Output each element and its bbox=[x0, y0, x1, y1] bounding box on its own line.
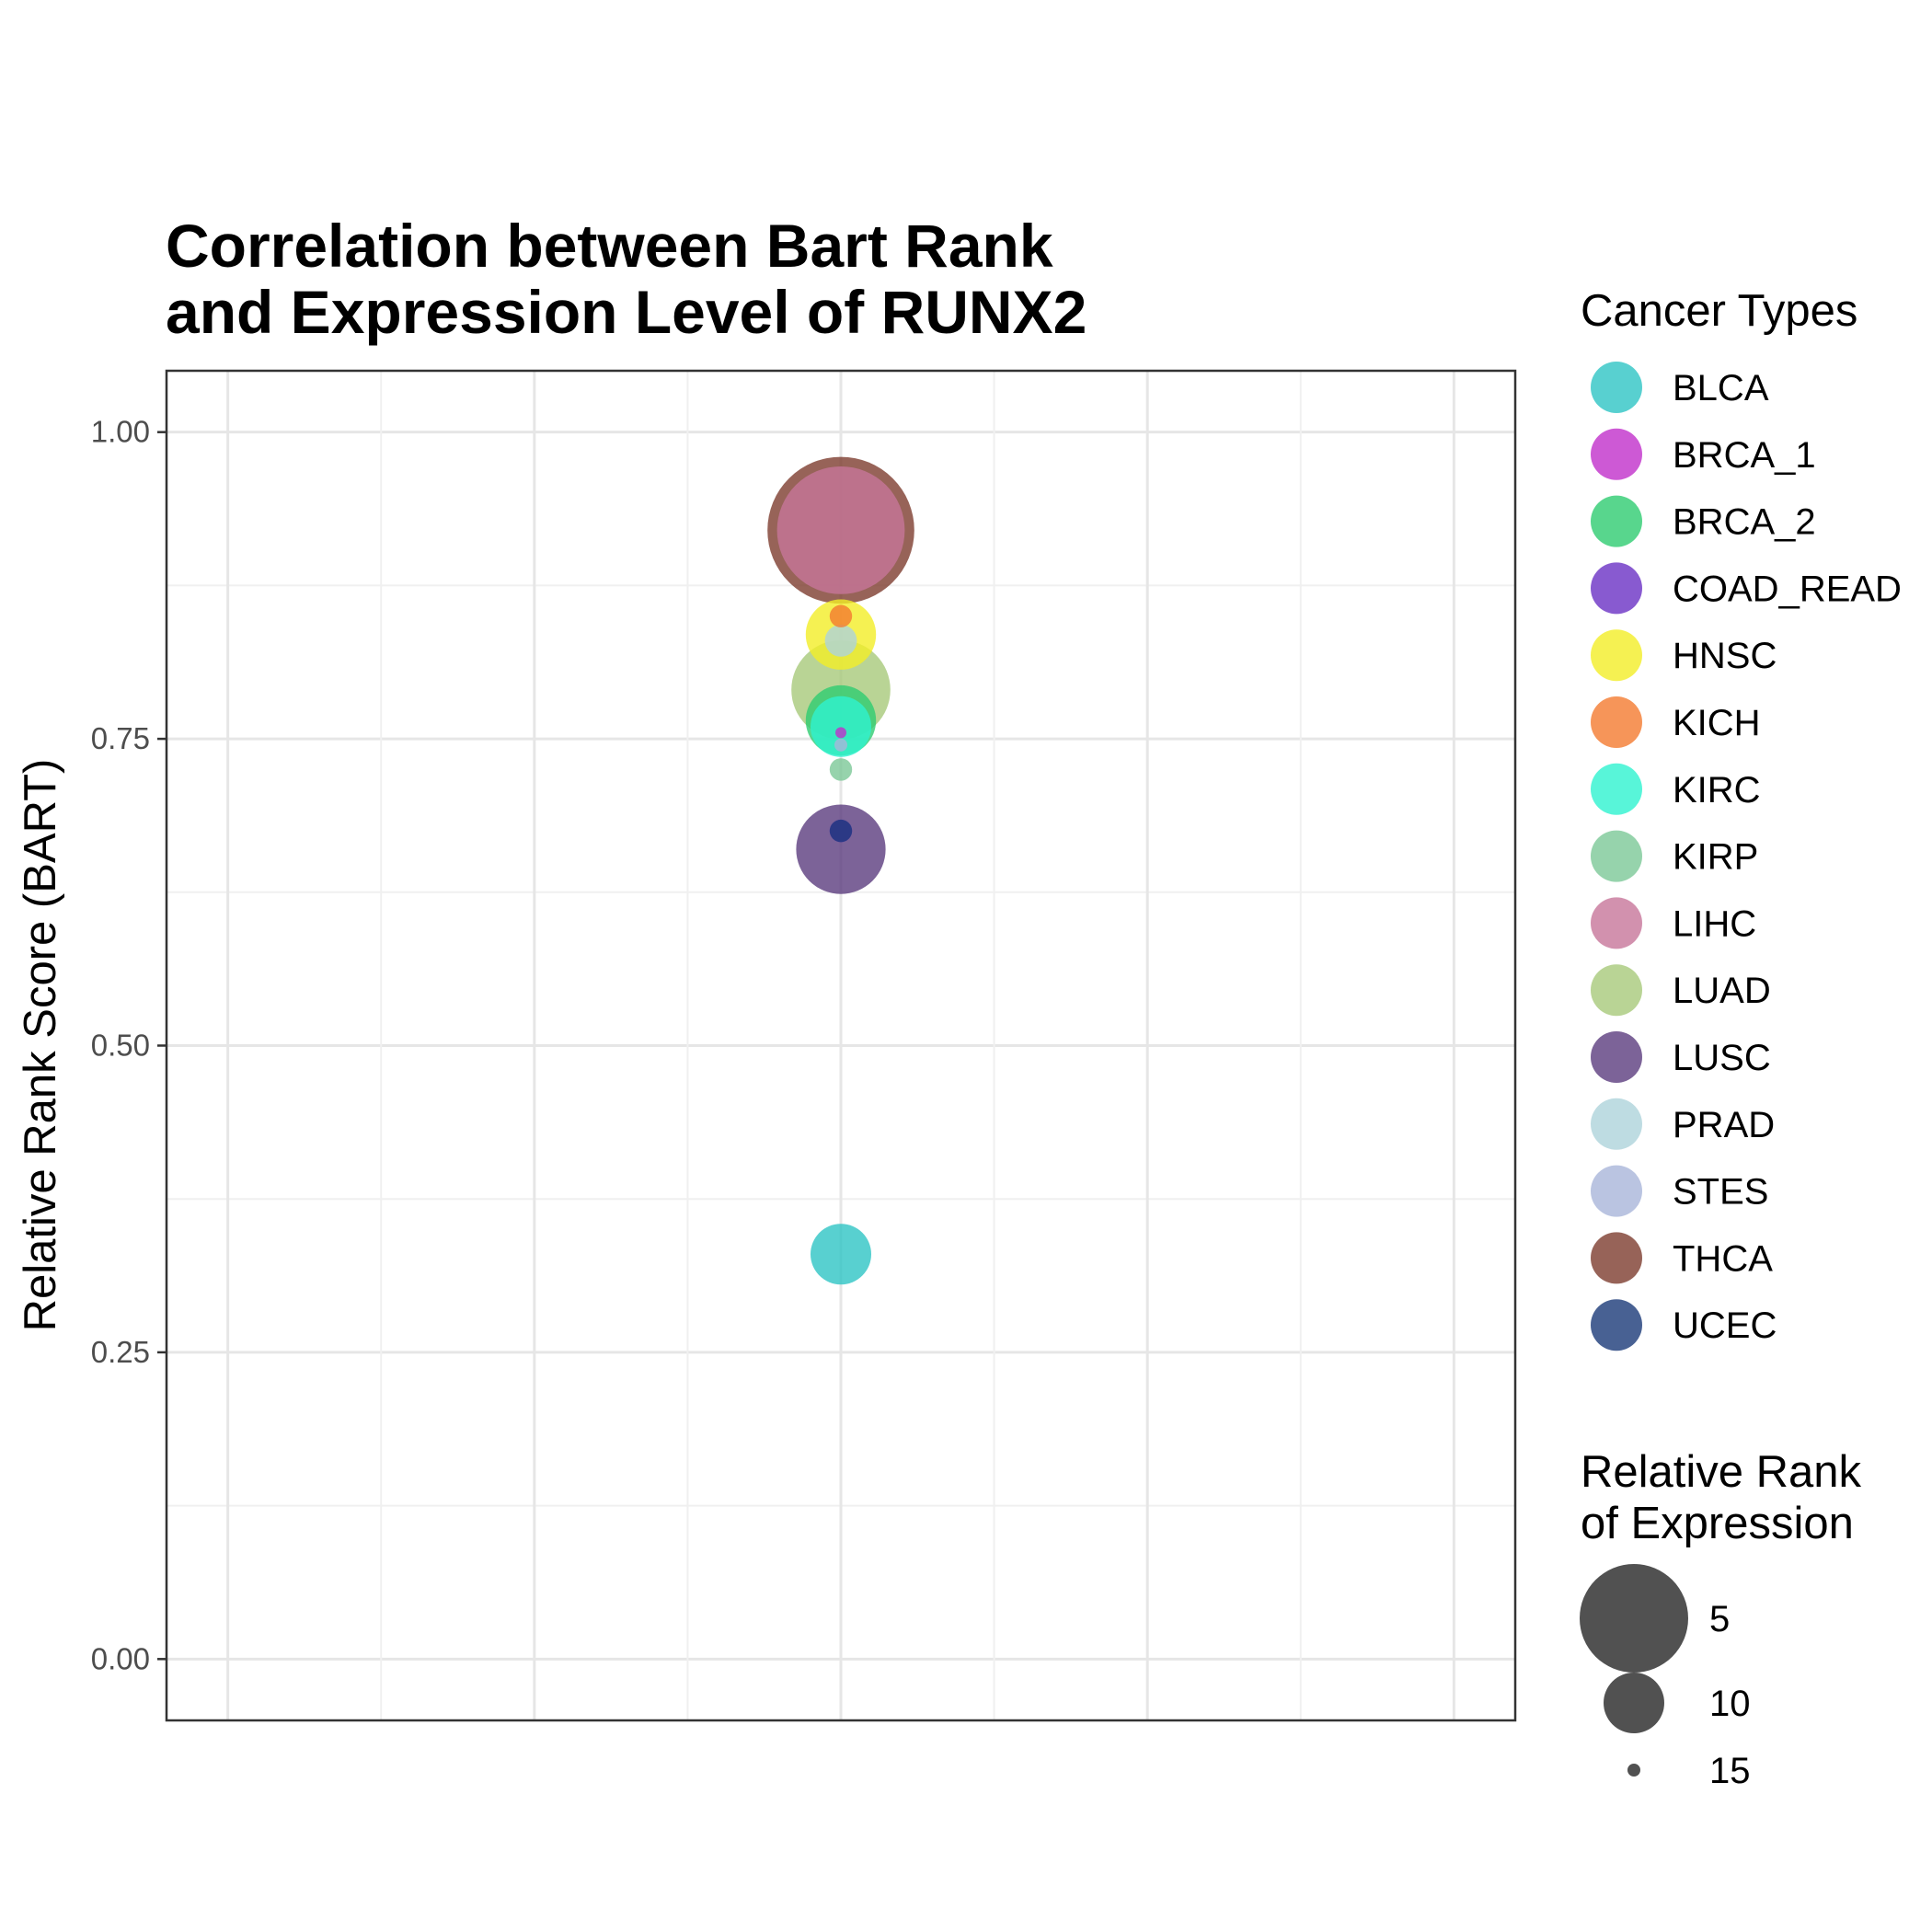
legend-label: LUAD bbox=[1673, 971, 1771, 1011]
size-legend-key bbox=[1627, 1764, 1640, 1777]
legend-label: LUSC bbox=[1673, 1038, 1771, 1078]
legend-label: BRCA_2 bbox=[1673, 502, 1816, 543]
legend-key-lihc bbox=[1591, 897, 1642, 949]
y-tick-label: 0.75 bbox=[91, 721, 150, 755]
y-tick-label: 1.00 bbox=[91, 415, 150, 449]
point-lusc bbox=[796, 804, 886, 894]
legend-label: THCA bbox=[1673, 1238, 1773, 1279]
legend-label: BRCA_1 bbox=[1673, 435, 1816, 476]
size-legend-title-line-2: of Expression bbox=[1581, 1499, 1854, 1548]
size-legend-label: 15 bbox=[1709, 1751, 1751, 1791]
legend-key-prad bbox=[1591, 1098, 1642, 1150]
legend-label: LIHC bbox=[1673, 903, 1756, 944]
legend-label: COAD_READ bbox=[1673, 569, 1902, 609]
size-legend-title-line-1: Relative Rank bbox=[1581, 1447, 1862, 1497]
legend-key-brca-2 bbox=[1591, 495, 1642, 547]
point-stes bbox=[834, 738, 847, 752]
point-kich bbox=[829, 604, 853, 627]
legend-key-coad-read bbox=[1591, 562, 1642, 615]
legend-key-brca-1 bbox=[1591, 428, 1642, 480]
legend-key-hnsc bbox=[1591, 629, 1642, 682]
size-legend-label: 10 bbox=[1709, 1684, 1751, 1724]
point-prad bbox=[824, 625, 857, 657]
size-legend: 5 10 15 bbox=[1580, 1564, 1751, 1791]
legend-key-stes bbox=[1591, 1165, 1642, 1217]
size-legend-label: 5 bbox=[1709, 1599, 1730, 1639]
color-legend: BLCA BRCA_1 BRCA_2 COAD_READ HNSC KICH KIRC KIR… bbox=[1591, 362, 1902, 1351]
legend-label: STES bbox=[1673, 1172, 1768, 1213]
point-kirc bbox=[811, 696, 871, 757]
legend-label: KICH bbox=[1673, 703, 1761, 743]
point-blca bbox=[811, 1224, 871, 1285]
legend-key-ucec bbox=[1591, 1299, 1642, 1351]
y-tick-label: 0.00 bbox=[91, 1641, 150, 1675]
legend-label: KIRC bbox=[1673, 770, 1761, 811]
y-axis-label: Relative Rank Score (BART) bbox=[16, 759, 65, 1332]
legend-key-kirp bbox=[1591, 830, 1642, 882]
legend-label: HNSC bbox=[1673, 636, 1777, 676]
legend-label: BLCA bbox=[1673, 368, 1769, 408]
legend-label: UCEC bbox=[1673, 1305, 1777, 1346]
size-legend-key bbox=[1604, 1673, 1664, 1733]
size-legend-key bbox=[1580, 1564, 1688, 1673]
y-tick-label: 0.25 bbox=[91, 1335, 150, 1369]
point-ucec bbox=[829, 819, 853, 843]
legend-key-thca bbox=[1591, 1232, 1642, 1284]
chart-title-line-1: Correlation between Bart Rank bbox=[166, 212, 1053, 280]
legend-key-blca bbox=[1591, 362, 1642, 413]
legend-key-lusc bbox=[1591, 1031, 1642, 1083]
legend-label: PRAD bbox=[1673, 1105, 1775, 1145]
data-points bbox=[767, 456, 914, 1285]
legend-key-kirc bbox=[1591, 763, 1642, 815]
y-tick-label: 0.50 bbox=[91, 1029, 150, 1063]
legend-label: KIRP bbox=[1673, 837, 1758, 878]
point-kirp bbox=[829, 758, 853, 781]
legend-key-luad bbox=[1591, 964, 1642, 1017]
point-brca-1 bbox=[835, 727, 846, 739]
legend-key-kich bbox=[1591, 696, 1642, 748]
chart-title-line-2: and Expression Level of RUNX2 bbox=[166, 278, 1087, 346]
y-axis: 0.00 0.25 0.50 0.75 1.00 bbox=[91, 415, 167, 1675]
point-lihc bbox=[776, 466, 905, 594]
color-legend-title: Cancer Types bbox=[1581, 286, 1857, 336]
